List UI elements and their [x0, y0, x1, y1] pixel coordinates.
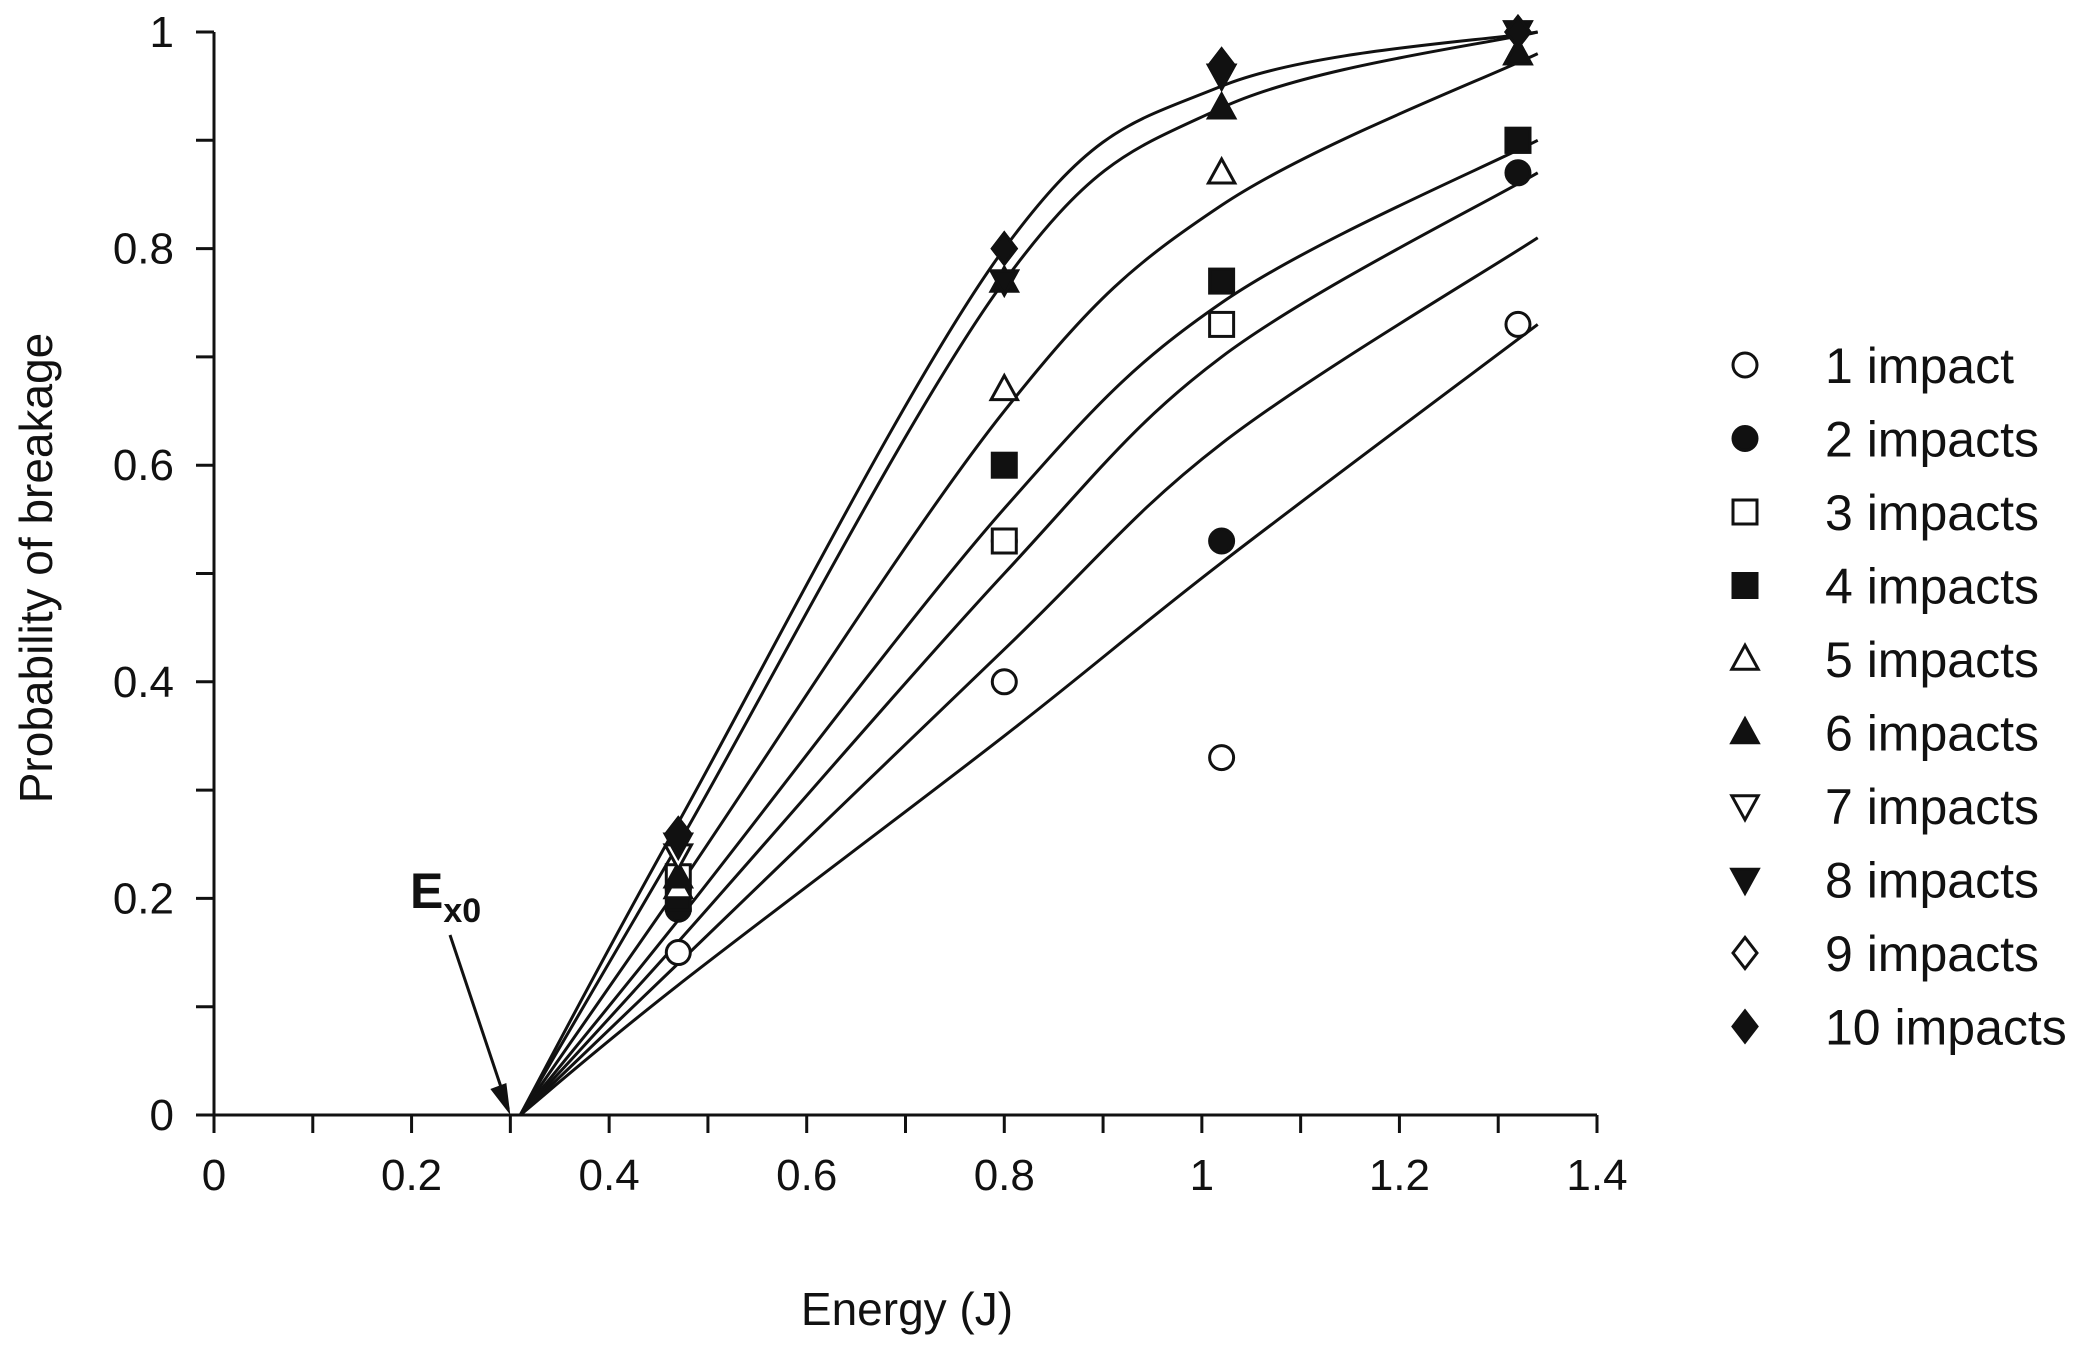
fit-curve: [518, 30, 1538, 1116]
data-point: [1208, 310, 1236, 338]
x-tick-label: 1.2: [1369, 1151, 1430, 1200]
x-tick-label: 0.2: [381, 1151, 442, 1200]
legend-marker: [1731, 1008, 1759, 1045]
fit-curve: [519, 52, 1539, 1116]
legend-label: 7 impacts: [1825, 779, 2039, 835]
legend-label: 6 impacts: [1825, 706, 2039, 762]
data-point: [1205, 155, 1238, 185]
y-tick-label: 1: [150, 8, 174, 57]
data-point: [1504, 13, 1532, 51]
ex0-annotation: Ex0: [410, 863, 511, 1115]
legend-label: 2 impacts: [1825, 412, 2039, 468]
legend-label: 1 impact: [1825, 338, 2014, 394]
y-axis-title: Probability of breakage: [10, 333, 62, 804]
data-point: [1208, 527, 1236, 555]
y-tick-label: 0: [150, 1091, 174, 1140]
data-point: [990, 668, 1018, 696]
data-point: [1207, 46, 1236, 83]
data-point: [1502, 36, 1534, 66]
legend-marker: [1731, 425, 1759, 452]
data-point: [990, 527, 1018, 555]
legend-marker: [1731, 351, 1759, 379]
data-point: [988, 269, 1021, 299]
x-tick-label: 0.4: [579, 1151, 640, 1200]
annotation-label: Ex0: [410, 863, 481, 930]
x-axis-title: Energy (J): [801, 1283, 1013, 1335]
y-ticks: 0 0.2 0.4 0.6 0.8 1: [113, 8, 214, 1140]
y-tick-label: 0.2: [113, 874, 174, 923]
data-point: [1208, 744, 1236, 772]
legend-label: 10 impacts: [1825, 1000, 2067, 1056]
annotation-sub: x0: [443, 892, 481, 930]
x-tick-label: 0.8: [974, 1151, 1035, 1200]
legend-marker: [1729, 794, 1761, 823]
fit-curve: [519, 323, 1539, 1117]
x-tick-label: 0.6: [776, 1151, 837, 1200]
legend-label: 3 impacts: [1825, 485, 2039, 541]
legend-marker: [1729, 642, 1761, 671]
data-point: [1208, 267, 1236, 295]
annotation-main: E: [410, 863, 443, 919]
y-tick-label: 0.8: [113, 225, 174, 274]
data-point: [1205, 90, 1238, 120]
data-point: [664, 815, 693, 852]
data-points: [662, 13, 1534, 967]
annotation-arrow: [448, 934, 510, 1110]
y-tick-label: 0.6: [113, 441, 174, 490]
legend-label: 5 impacts: [1825, 632, 2039, 688]
fit-curve: [519, 171, 1539, 1117]
x-ticks: 0 0.2 0.4 0.6 0.8 1 1.2 1.4: [202, 1115, 1628, 1200]
legend-marker: [1731, 498, 1759, 526]
fit-curve: [519, 236, 1539, 1117]
data-point: [1504, 126, 1532, 154]
annotation-arrowhead: [490, 1083, 511, 1115]
y-tick-label: 0.4: [113, 658, 174, 707]
fit-curve: [518, 30, 1539, 1116]
legend-marker: [1731, 572, 1759, 599]
fit-curve: [519, 138, 1539, 1116]
data-point: [664, 939, 692, 967]
legend-label: 9 impacts: [1825, 926, 2039, 982]
legend-label: 8 impacts: [1825, 853, 2039, 909]
fit-curves: [518, 30, 1539, 1117]
x-tick-label: 1: [1190, 1151, 1214, 1200]
data-point: [988, 372, 1021, 402]
data-point: [1504, 159, 1532, 187]
x-tick-label: 0: [202, 1151, 226, 1200]
legend-label: 4 impacts: [1825, 559, 2039, 615]
data-point: [662, 859, 695, 889]
data-point: [1504, 310, 1532, 338]
legend-marker: [1729, 867, 1761, 897]
legend: 1 impact 2 impacts 3 impacts 4 impacts 5 imp…: [1729, 338, 2067, 1056]
legend-marker: [1731, 934, 1759, 972]
data-point: [990, 230, 1019, 267]
legend-marker: [1729, 715, 1761, 745]
x-tick-label: 1.4: [1566, 1151, 1627, 1200]
axes: [212, 32, 1597, 1117]
data-point: [990, 451, 1018, 479]
